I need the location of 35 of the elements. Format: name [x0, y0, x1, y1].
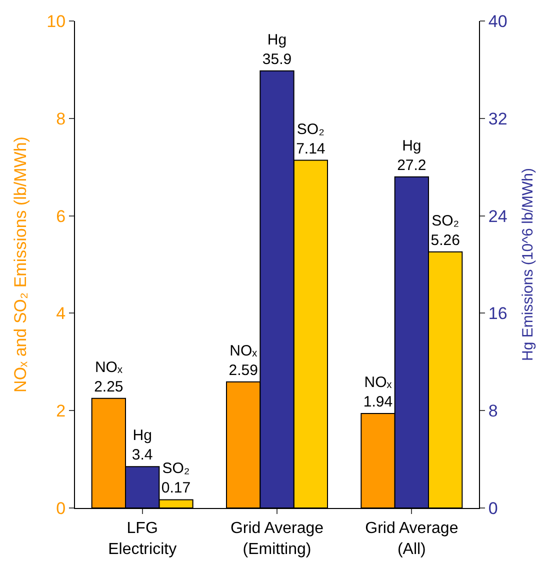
y-tick-label: 0 [56, 498, 66, 518]
text: SO₂ [296, 120, 324, 138]
y-tick-label: 6 [56, 206, 66, 226]
y-tick-label: 10 [46, 12, 66, 31]
y2-tick-label: 0 [488, 498, 498, 518]
text: Hg [402, 137, 422, 154]
data-label: 2.25 [94, 378, 124, 396]
y-tick-label: 8 [56, 109, 66, 128]
text: SO₂ [432, 212, 460, 230]
data-label: 1.94 [363, 394, 393, 411]
y2-tick-label: 40 [488, 12, 508, 31]
series-label: NOₓ [94, 358, 122, 376]
text: NOₓ [364, 374, 392, 392]
data-label: 3.4 [132, 446, 153, 464]
x-tick-label: LFG Electricity [108, 520, 177, 558]
text: Hg [267, 31, 287, 48]
y2-tick-label: 32 [488, 109, 508, 128]
y2-tick-label: 16 [488, 304, 508, 324]
series-label: SO₂ [162, 460, 190, 478]
x-tick-label: Grid Average (Emitting) [230, 520, 324, 558]
text: NOₓ [230, 342, 258, 360]
data-label: 7.14 [296, 140, 326, 158]
data-label: 27.2 [397, 156, 426, 174]
series-label: Hg [132, 427, 152, 444]
data-label: 0.17 [161, 480, 191, 497]
data-label: 2.59 [228, 362, 258, 379]
y-tick-label: 2 [56, 402, 66, 421]
x-tick-label: Grid Average (All) [365, 520, 458, 558]
data-label: 5.26 [430, 232, 460, 249]
y2-axis-title: Hg Emissions (10^6 lb/MWh) [519, 168, 536, 361]
y2-tick-label: 24 [488, 206, 508, 226]
y-tick-label: 4 [56, 304, 66, 324]
y-axis-title: NOₓ and SO₂ Emissions (lb/MWh) [11, 136, 30, 392]
data-label: 35.9 [262, 50, 292, 68]
y2-tick-label: 8 [488, 402, 498, 421]
